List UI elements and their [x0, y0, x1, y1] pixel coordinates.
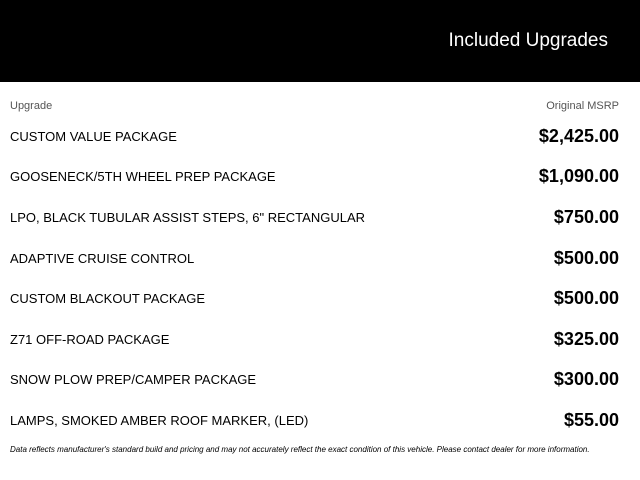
column-header: Original MSRP [546, 100, 619, 112]
upgrade-row: Z71 OFF-ROAD PACKAGE $325.00 [0, 319, 640, 360]
upgrade-name: LPO, BLACK TUBULAR ASSIST STEPS, 6" RECT… [10, 209, 366, 225]
upgrade-price: $2,425.00 [538, 125, 619, 146]
upgrade-price: $500.00 [553, 247, 619, 268]
upgrade-name: CUSTOM VALUE PACKAGE [10, 128, 177, 144]
upgrade-name: ADAPTIVE CRUISE CONTROL [10, 250, 195, 266]
upgrade-name: GOOSENECK/5TH WHEEL PREP PACKAGE [10, 169, 276, 185]
upgrade-name: CUSTOM BLACKOUT PACKAGE [10, 291, 206, 307]
column-headers: Upgrade Original MSRP [0, 100, 640, 114]
upgrade-price: $300.00 [553, 369, 619, 390]
upgrade-price: $500.00 [553, 288, 619, 309]
upgrade-price: $55.00 [563, 409, 619, 430]
disclaimer: Data reflects manufacturer's standard bu… [10, 444, 590, 454]
upgrade-name: LAMPS, SMOKED AMBER ROOF MARKER, (LED) [10, 412, 309, 428]
upgrade-row: GOOSENECK/5TH WHEEL PREP PACKAGE $1,090.0… [0, 157, 640, 198]
title: Included Upgrades [448, 30, 609, 51]
upgrade-name: SNOW PLOW PREP/CAMPER PACKAGE [10, 372, 257, 388]
upgrade-price: $750.00 [553, 206, 619, 227]
upgrade-row: SNOW PLOW PREP/CAMPER PACKAGE $300.00 [0, 360, 640, 401]
column-header: Upgrade [10, 100, 53, 112]
upgrade-price: $325.00 [553, 328, 619, 349]
upgrade-row: CUSTOM VALUE PACKAGE $2,425.00 [0, 116, 640, 157]
upgrade-row: ADAPTIVE CRUISE CONTROL $500.00 [0, 238, 640, 279]
upgrade-list: CUSTOM VALUE PACKAGE $2,425.00 GOOSENECK/5… [0, 116, 640, 441]
upgrade-row: LPO, BLACK TUBULAR ASSIST STEPS, 6" RECT… [0, 197, 640, 238]
upgrade-price: $1,090.00 [538, 166, 619, 187]
header: Included Upgrades [0, 0, 640, 82]
upgrade-row: LAMPS, SMOKED AMBER ROOF MARKER, (LED) $5… [0, 400, 640, 441]
upgrade-name: Z71 OFF-ROAD PACKAGE [10, 331, 170, 347]
upgrade-row: CUSTOM BLACKOUT PACKAGE $500.00 [0, 278, 640, 319]
